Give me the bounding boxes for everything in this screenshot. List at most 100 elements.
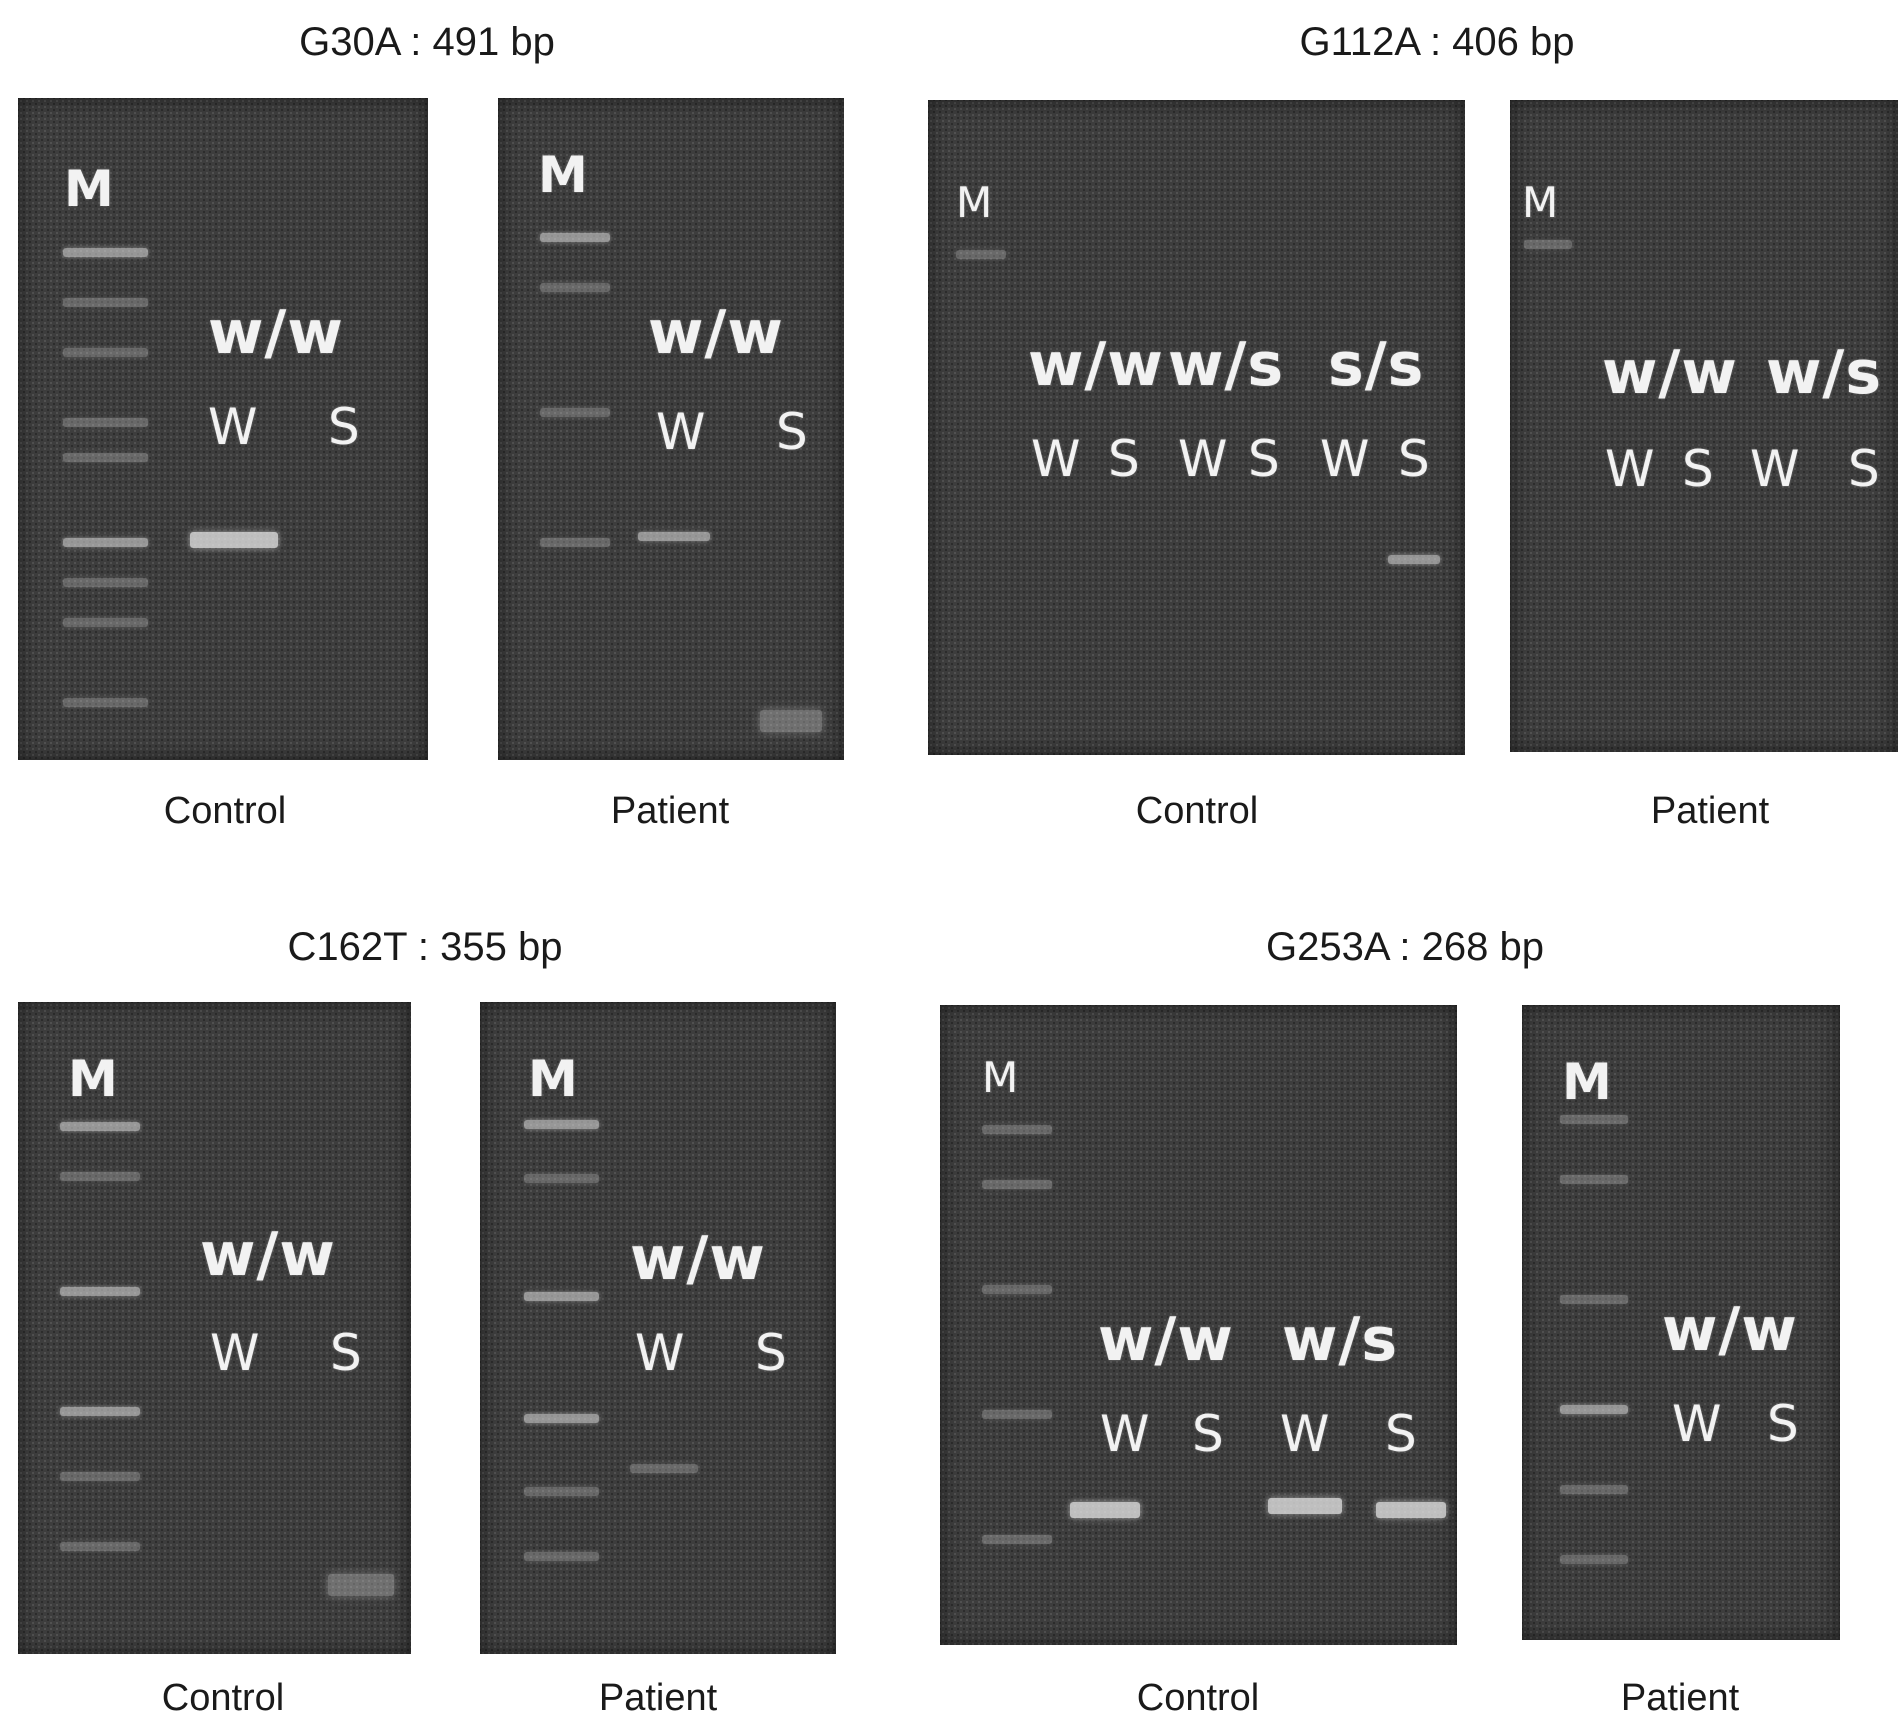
gel-g112a-control: M w/w w/s s/s W S W S W S [928,100,1465,755]
gel-c162t-patient: M w/w W S [480,1002,836,1654]
primer-dimer-band [328,1574,394,1596]
ladder-band [982,1410,1052,1419]
ladder-band [982,1125,1052,1134]
lane-label: S [1385,1405,1417,1463]
genotype-label: w/w [630,1224,766,1294]
ladder-band [63,538,148,547]
lane-label: S [1192,1405,1224,1463]
ladder-band [63,248,148,257]
sample-band [1268,1498,1342,1514]
ladder-band [540,538,610,547]
gel-c162t-control: M w/w W S [18,1002,411,1654]
panel-title-g253a: G253A : 268 bp [1265,925,1545,969]
lane-label: W [1605,440,1655,498]
marker-label: M [956,178,993,227]
gel-caption-patient: Patient [610,790,730,832]
lane-label: W [1280,1405,1330,1463]
lane-label: W [208,398,258,456]
marker-label: M [538,146,588,204]
lane-label: S [1108,430,1140,488]
ladder-band [982,1285,1052,1294]
lane-label: S [1848,440,1880,498]
ladder-band [60,1542,140,1551]
marker-label: M [64,160,114,218]
ladder-band [524,1292,599,1301]
ladder-band [524,1552,599,1561]
genotype-label: w/w [1602,338,1738,408]
panel-title-c162t: C162T : 355 bp [287,925,563,969]
ladder-band [60,1407,140,1416]
ladder-band [63,418,148,427]
genotype-label: w/s [1766,338,1883,408]
ladder-band [63,348,148,357]
ladder-band [60,1472,140,1481]
ladder-band [982,1180,1052,1189]
ladder-band [1560,1115,1628,1124]
primer-dimer-band [760,710,822,732]
lane-label: W [656,403,706,461]
panel-title-g30a: G30A : 491 bp [299,20,555,64]
ladder-band [63,578,148,587]
genotype-label: w/w [1662,1295,1798,1365]
gel-caption-control: Control [163,790,287,832]
ladder-band [1560,1405,1628,1414]
gel-g253a-patient: M w/w W S [1522,1005,1840,1640]
lane-label: S [1398,430,1430,488]
gel-caption-control: Control [1136,1677,1260,1719]
ladder-band [1524,240,1572,249]
genotype-label: w/w [1098,1305,1234,1375]
ladder-band [956,250,1006,259]
sample-band [630,1464,698,1473]
marker-label: M [68,1050,118,1108]
marker-label: M [528,1050,578,1108]
ladder-band [524,1414,599,1423]
ladder-band [524,1174,599,1183]
genotype-label: w/w [200,1220,336,1290]
gel-g112a-patient: M w/w w/s W S W S [1510,100,1898,752]
panel-title-g112a: G112A : 406 bp [1299,20,1575,64]
lane-label: W [1178,430,1228,488]
lane-label: S [1767,1395,1799,1453]
marker-label: M [1562,1053,1612,1111]
lane-label: W [1672,1395,1722,1453]
ladder-band [524,1120,599,1129]
ladder-band [524,1487,599,1496]
genotype-label: w/w [1028,330,1164,400]
lane-label: S [1682,440,1714,498]
lane-label: W [635,1324,685,1382]
gel-g253a-control: M w/w w/s W S W S [940,1005,1457,1645]
lane-label: W [210,1324,260,1382]
lane-label: W [1100,1405,1150,1463]
genotype-label: w/s [1282,1305,1399,1375]
ladder-band [540,233,610,242]
ladder-band [63,698,148,707]
ladder-band [1560,1175,1628,1184]
sample-band [190,532,278,548]
marker-label: M [982,1053,1019,1102]
sample-band [1376,1502,1446,1518]
lane-label: S [328,398,360,456]
lane-label: W [1750,440,1800,498]
ladder-band [63,453,148,462]
ladder-band [63,618,148,627]
ladder-band [540,283,610,292]
ladder-band [63,298,148,307]
gel-caption-patient: Patient [1620,1677,1740,1719]
ladder-band [982,1535,1052,1544]
genotype-label: w/w [648,298,784,368]
genotype-label: s/s [1328,330,1425,400]
ladder-band [60,1172,140,1181]
sample-band [1070,1502,1140,1518]
ladder-band [1560,1485,1628,1494]
ladder-band [540,408,610,417]
lane-label: S [330,1324,362,1382]
ladder-band [1560,1555,1628,1564]
ladder-band [60,1287,140,1296]
genotype-label: w/s [1168,330,1285,400]
lane-label: S [755,1324,787,1382]
sample-band [1388,555,1440,564]
gel-caption-control: Control [161,1677,285,1719]
gel-caption-patient: Patient [598,1677,718,1719]
gel-caption-patient: Patient [1650,790,1770,832]
gel-g30a-control: M w/w W S [18,98,428,760]
